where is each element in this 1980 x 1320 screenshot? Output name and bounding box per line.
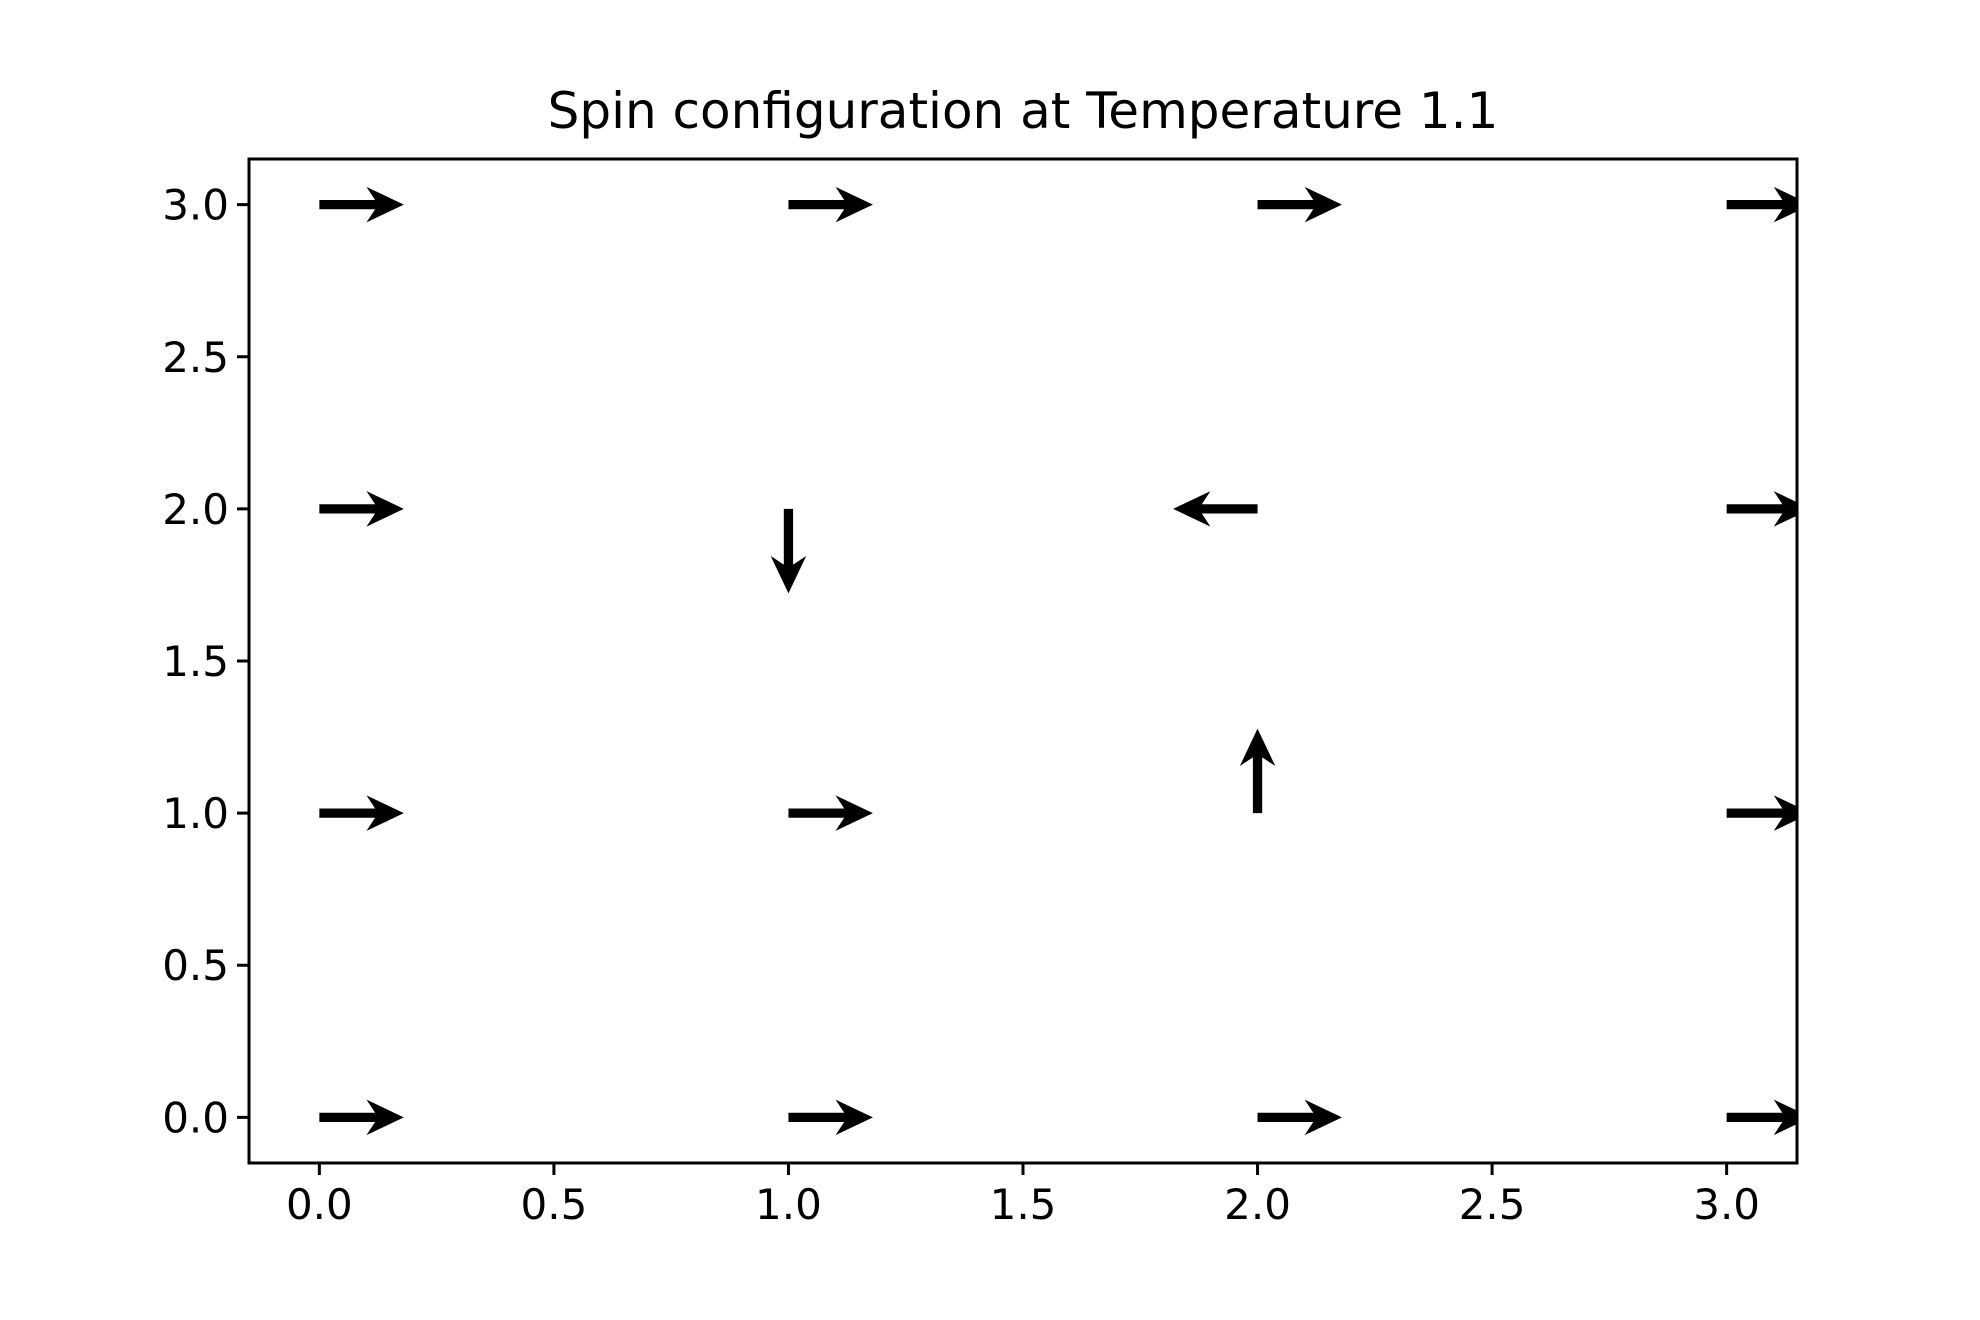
y-tick-label-5: 2.5 xyxy=(162,333,229,382)
plot-frame xyxy=(247,157,1799,1165)
spin-arrow-4 xyxy=(319,795,404,831)
spin-arrow-14 xyxy=(1257,186,1342,223)
x-tick-label-3: 1.5 xyxy=(990,1180,1057,1229)
spin-arrow-11 xyxy=(1726,491,1797,527)
x-tick-label-5: 2.5 xyxy=(1459,1180,1526,1229)
y-axis-ticks: 0.0 0.5 1.0 1.5 2.0 2.5 3.0 xyxy=(162,181,249,1142)
y-tick-label-4: 2.0 xyxy=(162,485,229,534)
spin-arrow-15 xyxy=(1726,186,1797,223)
x-tick-label-1: 0.5 xyxy=(521,1180,588,1229)
spin-arrow-9 xyxy=(770,508,807,594)
x-axis-ticks: 0.0 0.5 1.0 1.5 2.0 2.5 3.0 xyxy=(286,1163,1760,1229)
spin-arrow-0 xyxy=(319,1099,404,1136)
chart-title: Spin configuration at Temperature 1.1 xyxy=(548,82,1499,140)
x-tick-label-4: 2.0 xyxy=(1224,1180,1291,1229)
y-tick-label-3: 1.5 xyxy=(162,637,229,686)
x-tick-label-2: 1.0 xyxy=(755,1180,822,1229)
spin-arrow-8 xyxy=(319,491,404,527)
spin-arrows xyxy=(319,186,1797,1136)
spin-arrow-2 xyxy=(1257,1099,1342,1136)
x-tick-label-6: 3.0 xyxy=(1693,1180,1760,1229)
spin-arrow-3 xyxy=(1726,1099,1797,1136)
y-tick-label-1: 0.5 xyxy=(162,941,229,990)
spin-arrow-12 xyxy=(319,186,404,223)
y-tick-label-6: 3.0 xyxy=(162,181,229,230)
x-tick-label-0: 0.0 xyxy=(286,1180,353,1229)
spin-arrow-1 xyxy=(788,1099,873,1136)
spin-arrow-5 xyxy=(788,795,873,831)
spin-arrow-13 xyxy=(788,186,873,223)
y-tick-label-2: 1.0 xyxy=(162,789,229,838)
spin-arrow-10 xyxy=(1173,491,1258,527)
y-tick-label-0: 0.0 xyxy=(162,1093,229,1142)
spin-arrow-7 xyxy=(1726,795,1797,831)
spin-arrow-6 xyxy=(1239,728,1276,814)
